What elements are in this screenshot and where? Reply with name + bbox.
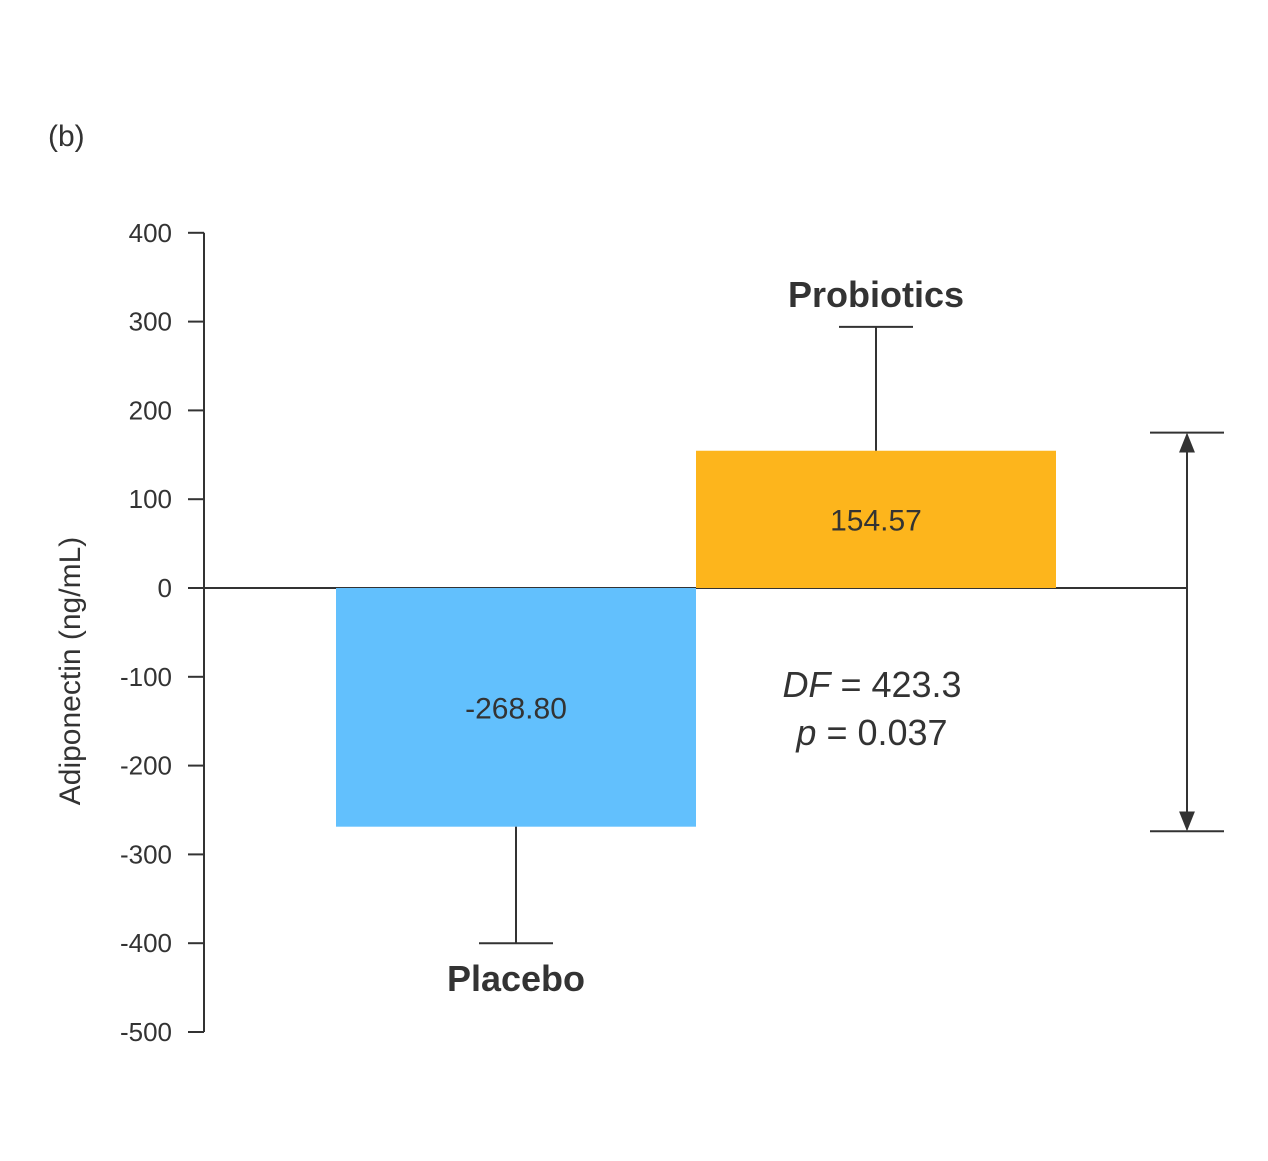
y-tick-label: -500	[120, 1017, 172, 1047]
bar-probiotics	[696, 450, 1056, 588]
difference-bracket	[1150, 431, 1224, 833]
y-tick-label: -200	[120, 751, 172, 781]
y-tick-label: 400	[129, 218, 172, 248]
y-tick-label: 200	[129, 395, 172, 425]
bars: -268.80 154.57	[336, 450, 1056, 827]
df-symbol: DF	[782, 664, 832, 705]
bar-placebo	[336, 588, 696, 827]
y-tick-label: 100	[129, 484, 172, 514]
y-tick-label: 300	[129, 307, 172, 337]
group-label-probiotics: Probiotics	[788, 274, 964, 315]
p-symbol: p	[795, 712, 816, 753]
y-tick-label: -100	[120, 662, 172, 692]
y-axis-title: Adiponectin (ng/mL)	[54, 537, 87, 805]
y-tick-label: -300	[120, 839, 172, 869]
y-tick-label: 0	[158, 573, 172, 603]
df-annotation: DF = 423.3	[782, 664, 961, 705]
p-annotation: p = 0.037	[795, 712, 947, 753]
panel-label: (b)	[48, 120, 85, 153]
error-bars: Placebo Probiotics	[447, 274, 964, 999]
y-axis: 400 300 200 100 0 -100 -200 -300 -400 -500	[120, 218, 1187, 1047]
y-tick-label: -400	[120, 928, 172, 958]
group-label-placebo: Placebo	[447, 958, 585, 999]
bar-value-label: 154.57	[830, 504, 922, 537]
p-value: = 0.037	[816, 712, 947, 753]
bar-value-label: -268.80	[465, 692, 567, 725]
df-value: = 423.3	[830, 664, 961, 705]
